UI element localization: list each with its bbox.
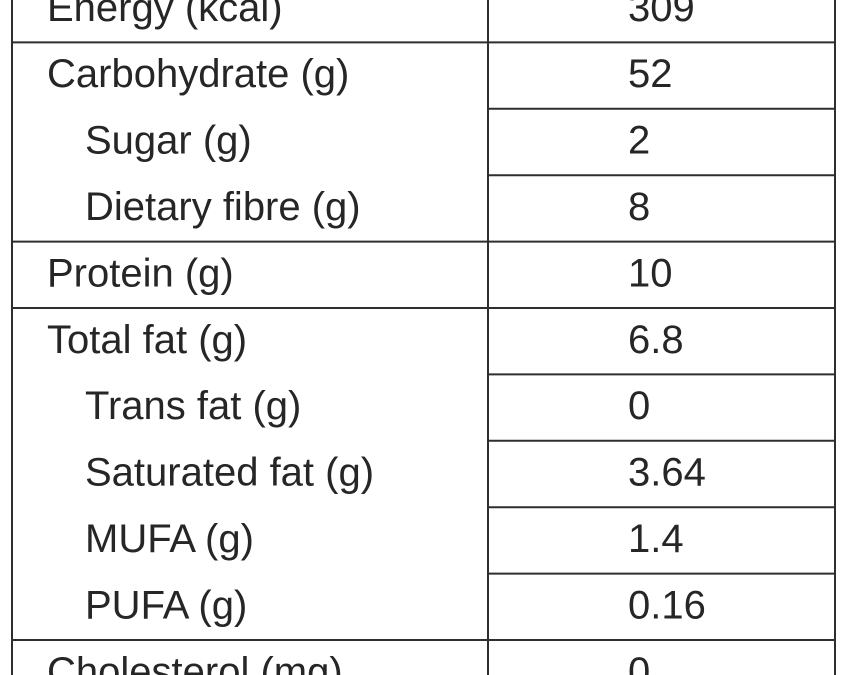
value: 309	[628, 0, 695, 30]
label: Cholesterol (mg)	[47, 650, 343, 675]
sub-label: PUFA (g)	[85, 583, 247, 627]
value: 10	[628, 251, 673, 295]
value: 52	[628, 52, 673, 96]
value: 0	[628, 384, 650, 428]
sub-label: Saturated fat (g)	[85, 451, 374, 495]
value: 2	[628, 119, 650, 163]
sub-label: Trans fat (g)	[85, 384, 301, 428]
sub-label: Dietary fibre (g)	[85, 185, 361, 229]
value: 3.64	[628, 451, 706, 495]
sub-label: MUFA (g)	[85, 517, 254, 561]
value: 6.8	[628, 318, 684, 362]
value: 1.4	[628, 517, 684, 561]
sub-label: Sugar (g)	[85, 119, 252, 163]
label: Protein (g)	[47, 251, 234, 295]
label: Total fat (g)	[47, 318, 247, 362]
value: 0.16	[628, 583, 706, 627]
label: Carbohydrate (g)	[47, 52, 349, 96]
value: 8	[628, 185, 650, 229]
value: 0	[628, 650, 650, 675]
label: Energy (kcal)	[47, 0, 283, 30]
